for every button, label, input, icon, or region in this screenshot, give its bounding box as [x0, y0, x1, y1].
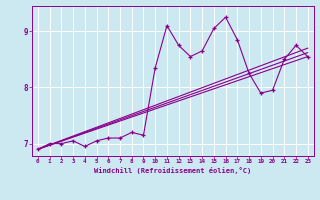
- X-axis label: Windchill (Refroidissement éolien,°C): Windchill (Refroidissement éolien,°C): [94, 167, 252, 174]
